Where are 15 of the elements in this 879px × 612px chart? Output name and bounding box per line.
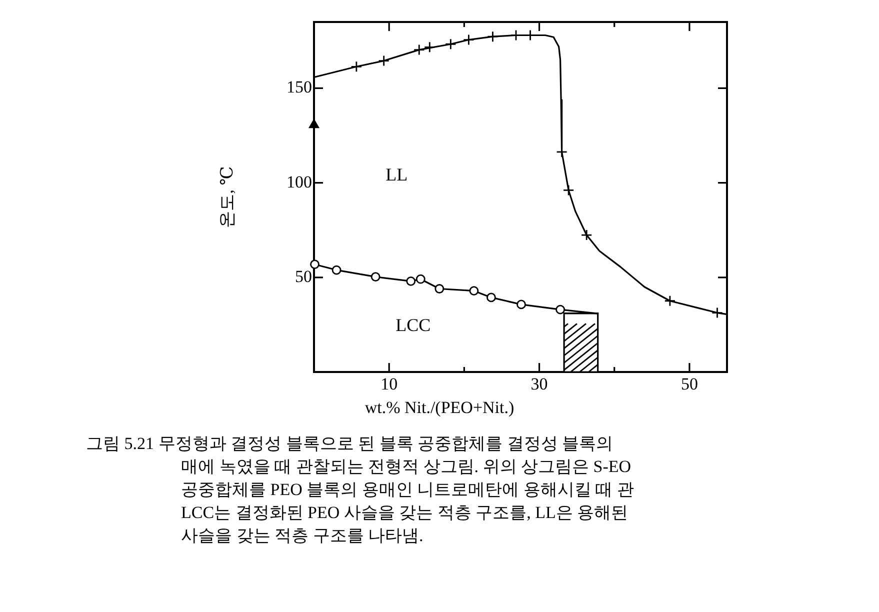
annotation: LL — [386, 164, 408, 185]
y-tick-label: 150 — [286, 78, 312, 97]
caption: 그림 5.21 무정형과 결정성 블록으로 된 블록 공중합체를 결정성 블록의 — [86, 433, 614, 455]
y-tick-label: 50 — [295, 266, 312, 286]
annotation: LCC — [396, 315, 431, 336]
x-tick-label: 30 — [530, 374, 548, 394]
x-tick-label: 50 — [680, 374, 698, 394]
text: LCC는 결정화된 PEO 사슬을 갖는 적층 구조를, LL은 용해된 — [180, 502, 630, 524]
text: 사슬을 갖는 적층 구조를 나타냄. — [180, 525, 424, 547]
x-tick-label: 10 — [380, 374, 398, 394]
text: 공중합체를 PEO 블록의 용매인 니트로메탄에 용해시킬 때 관 — [180, 479, 634, 501]
text: 매에 녹였을 때 관찰되는 전형적 상그림. 위의 상그림은 S-EO — [180, 456, 632, 478]
y-tick-label: 100 — [286, 172, 312, 192]
x-axis-title: wt.% Nit./(PEO+Nit.) — [364, 398, 516, 418]
y-axis-title: 온도, ℃ — [218, 166, 237, 228]
